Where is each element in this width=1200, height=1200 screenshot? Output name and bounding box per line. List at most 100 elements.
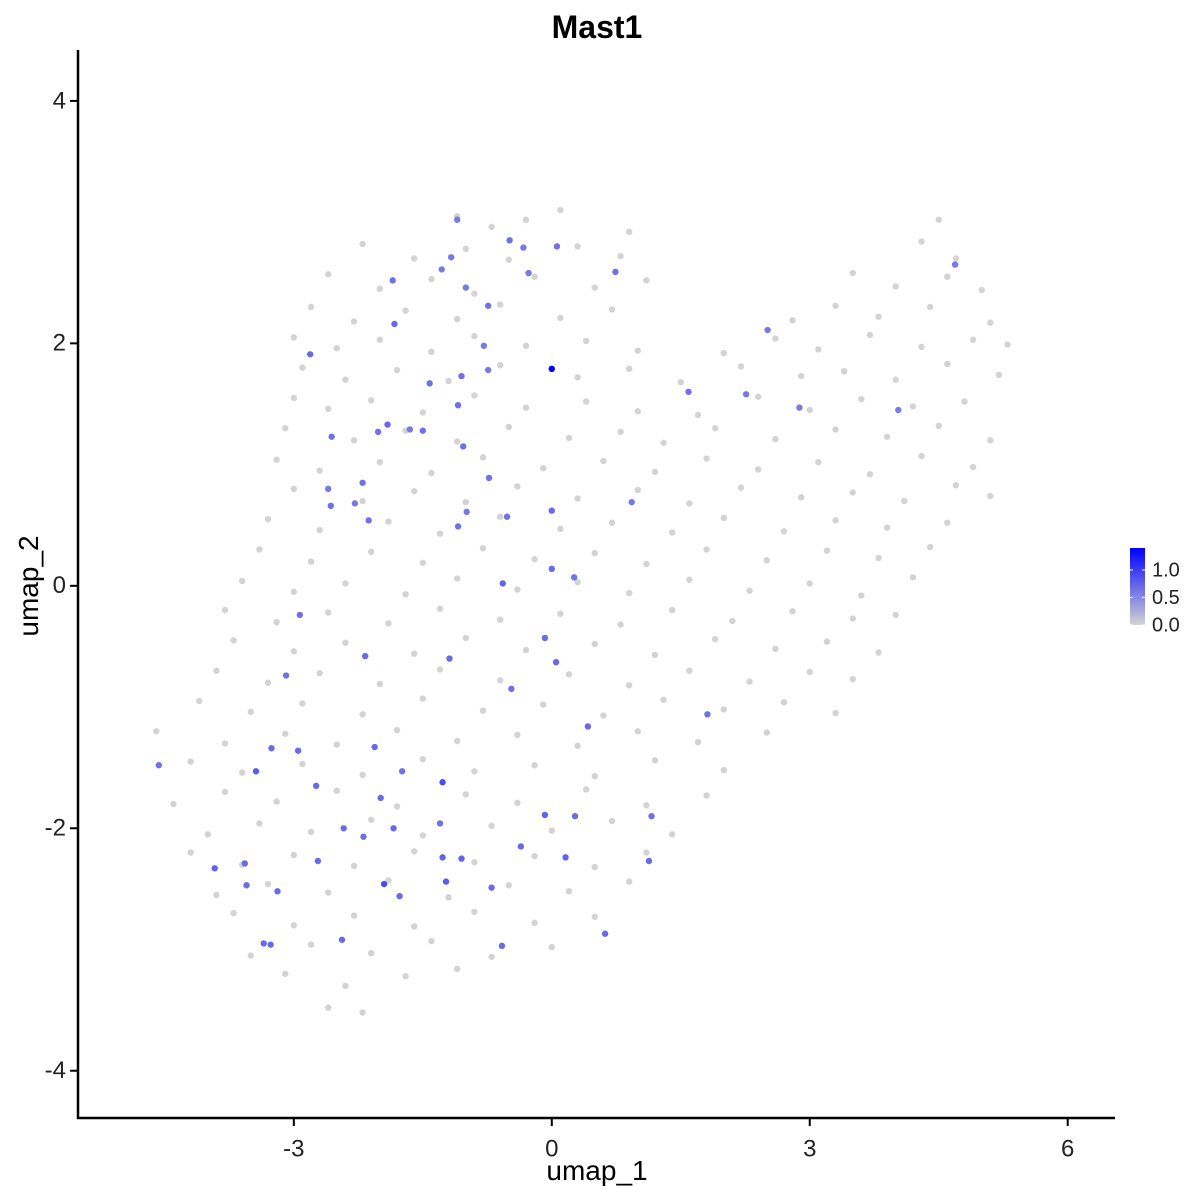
cell-point [591, 549, 598, 557]
cell-point [574, 742, 581, 750]
cell-point [471, 392, 478, 399]
cell-point [479, 707, 487, 714]
cell-point [361, 652, 369, 660]
cell-point [419, 409, 427, 416]
cell-point [307, 303, 315, 311]
cell-point [634, 408, 641, 415]
cell-point [503, 513, 511, 520]
cell-point [772, 335, 779, 342]
cell-point [496, 301, 504, 308]
cell-point [368, 548, 375, 556]
cell-point [252, 768, 260, 775]
cell-point [365, 517, 372, 524]
cell-point [496, 677, 504, 684]
cell-point [562, 854, 569, 861]
cell-point [359, 497, 366, 505]
cell-point [517, 843, 525, 850]
cell-point [978, 286, 985, 294]
x-tick-label: 0 [545, 1135, 558, 1162]
cell-point [371, 743, 378, 751]
cell-point [230, 637, 237, 644]
cell-point [944, 519, 951, 526]
cell-point [384, 421, 391, 428]
cell-point [290, 334, 298, 341]
cell-point [307, 558, 315, 565]
cell-point [359, 240, 366, 248]
cell-point [686, 576, 693, 583]
cell-point [377, 794, 384, 802]
cell-point [892, 283, 899, 290]
cell-point [643, 277, 650, 284]
cell-point [720, 514, 727, 522]
cell-point [531, 273, 538, 280]
cell-point [711, 425, 719, 432]
cell-point [419, 427, 427, 434]
cell-point [325, 485, 332, 493]
cell-point [484, 302, 492, 309]
cell-point [858, 592, 865, 599]
cell-point [634, 347, 641, 354]
cell-point [290, 394, 298, 402]
colorbar [1130, 548, 1145, 625]
cell-point [660, 439, 667, 446]
cell-point [574, 374, 581, 381]
cell-point [918, 343, 925, 351]
cell-point [951, 261, 959, 268]
cell-point [268, 745, 275, 752]
cell-point [342, 376, 349, 383]
cell-point [849, 615, 856, 622]
cell-point [282, 970, 289, 977]
cell-point [789, 608, 796, 615]
cell-point [471, 859, 478, 866]
cell-point [411, 650, 418, 657]
cell-point [462, 634, 470, 642]
cell-point [333, 345, 341, 352]
cell-point [479, 454, 487, 461]
cell-point [832, 709, 839, 717]
cell-point [436, 666, 444, 673]
cell-point [296, 611, 304, 619]
cell-point [419, 695, 427, 702]
cell-point [548, 827, 555, 834]
cell-point [539, 465, 547, 472]
cell-point [488, 822, 495, 830]
cell-point [342, 580, 349, 587]
cell-point [643, 560, 650, 568]
cell-point [333, 741, 341, 748]
cell-point [574, 495, 581, 502]
cell-point [426, 380, 433, 387]
cell-point [187, 849, 194, 856]
cell-point [625, 682, 633, 689]
cell-point [686, 667, 693, 674]
cell-point [582, 337, 590, 345]
cell-point [391, 320, 398, 328]
cell-point [359, 771, 366, 779]
cell-point [858, 395, 865, 403]
x-tick-label: 3 [803, 1135, 816, 1162]
cell-point [840, 368, 848, 375]
x-axis-label: umap_1 [546, 1155, 647, 1186]
cell-point [514, 483, 521, 490]
cell-point [582, 786, 590, 793]
cell-point [720, 706, 727, 713]
cell-point [883, 524, 891, 531]
cell-point [565, 888, 573, 895]
cell-point [926, 543, 934, 551]
cell-point [553, 243, 561, 250]
cell-point [935, 216, 942, 223]
cell-point [442, 878, 450, 885]
axes: -3 0 3 6 -4 -2 0 2 4 [45, 50, 1115, 1162]
cell-point [155, 762, 163, 769]
cell-point [462, 245, 470, 253]
cell-point [514, 799, 521, 807]
cell-point [211, 865, 218, 872]
cell-point [436, 530, 444, 537]
cell-point [995, 371, 1003, 379]
cell-point [496, 616, 504, 623]
cell-point [548, 943, 555, 951]
cell-point [196, 697, 203, 705]
cell-point [625, 228, 633, 236]
cell-point [462, 791, 470, 798]
cell-point [763, 557, 770, 564]
